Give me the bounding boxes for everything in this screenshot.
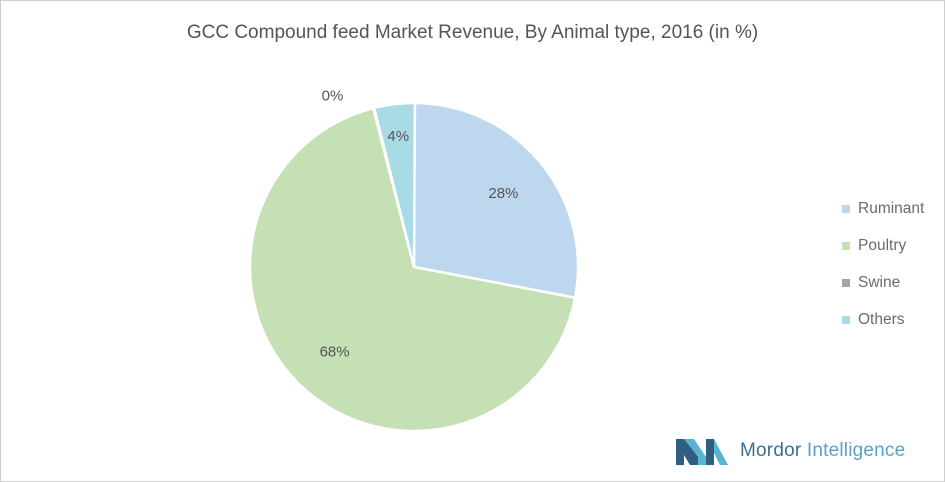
pie-slice-poultry bbox=[248, 106, 577, 433]
brand-name: Mordor Intelligence bbox=[740, 440, 905, 462]
pie-data-labels: 28% 68% 0% 4% bbox=[320, 87, 519, 360]
legend-item-swine: Swine bbox=[842, 273, 924, 310]
data-label-poultry: 68% bbox=[320, 344, 350, 361]
chart-legend: Ruminant Poultry Swine Others bbox=[842, 199, 924, 347]
brand-main: Mordor bbox=[740, 440, 802, 461]
legend-swatch-poultry bbox=[842, 242, 850, 250]
data-label-swine: 0% bbox=[322, 87, 344, 104]
legend-label: Ruminant bbox=[858, 200, 925, 217]
legend-item-others: Others bbox=[842, 310, 924, 347]
legend-item-poultry: Poultry bbox=[842, 236, 924, 273]
legend-swatch-swine bbox=[842, 279, 850, 287]
legend-label: Others bbox=[858, 311, 905, 328]
legend-item-ruminant: Ruminant bbox=[842, 199, 924, 236]
brand-logo: Mordor Intelligence bbox=[676, 437, 905, 465]
data-label-others: 4% bbox=[387, 128, 409, 145]
pie-slices bbox=[248, 101, 580, 433]
pie-slice-ruminant bbox=[412, 101, 580, 300]
chart-title: GCC Compound feed Market Revenue, By Ani… bbox=[186, 22, 759, 43]
data-label-ruminant: 28% bbox=[488, 185, 518, 202]
legend-label: Poultry bbox=[858, 237, 907, 254]
pie-slice-others bbox=[372, 101, 417, 268]
legend-label: Swine bbox=[858, 274, 901, 291]
mordor-logo-icon bbox=[676, 439, 728, 465]
legend-swatch-ruminant bbox=[842, 205, 850, 213]
legend-swatch-others bbox=[842, 316, 850, 324]
brand-sub: Intelligence bbox=[806, 440, 906, 461]
